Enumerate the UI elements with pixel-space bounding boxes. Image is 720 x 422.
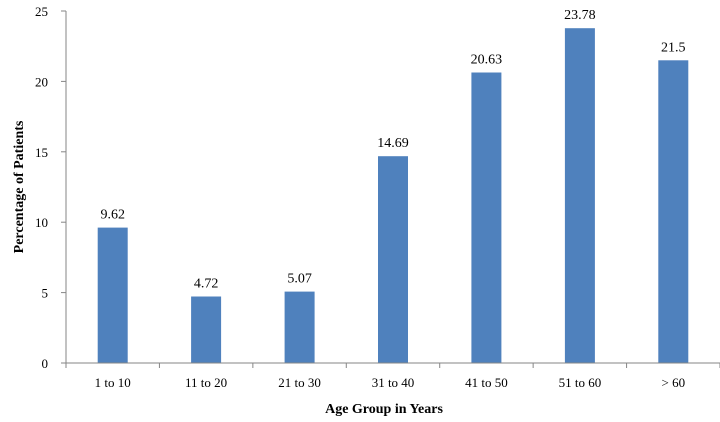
bar-0 [97, 227, 128, 363]
x-tick-label-6: > 60 [662, 375, 686, 390]
bar-1 [191, 296, 222, 363]
bar-2 [284, 291, 315, 363]
bar-5 [564, 28, 595, 363]
x-tick-label-4: 41 to 50 [465, 375, 508, 390]
x-tick-label-0: 1 to 10 [95, 375, 131, 390]
x-tick-label-3: 31 to 40 [372, 375, 415, 390]
ticks-layer: 0 5 10 15 20 25 1 to 10 11 to 20 21 to 30 31 to 4… [35, 4, 720, 390]
bar-4 [471, 72, 502, 363]
data-label-4: 20.63 [471, 53, 503, 68]
x-tick-label-5: 51 to 60 [559, 375, 602, 390]
data-label-3: 14.69 [377, 136, 409, 151]
y-tick-label-4: 20 [35, 74, 48, 89]
y-tick-label-0: 0 [42, 356, 49, 371]
data-labels-layer: 9.62 4.72 5.07 14.69 20.63 23.78 21.5 [100, 8, 685, 291]
data-label-5: 23.78 [564, 8, 596, 23]
axes-layer [65, 11, 720, 364]
y-tick-label-2: 10 [35, 215, 48, 230]
x-tick-label-1: 11 to 20 [185, 375, 227, 390]
y-tick-label-1: 5 [42, 286, 49, 301]
x-axis-title: Age Group in Years [325, 402, 443, 417]
y-tick-label-3: 15 [35, 145, 48, 160]
y-tick-label-5: 25 [35, 4, 48, 19]
data-label-6: 21.5 [661, 40, 686, 55]
data-label-0: 9.62 [100, 208, 125, 223]
bar-6 [658, 60, 689, 364]
x-tick-label-2: 21 to 30 [278, 375, 321, 390]
y-axis-title: Percentage of Patients [12, 120, 27, 253]
data-label-1: 4.72 [194, 277, 219, 292]
bar-3 [378, 156, 408, 363]
data-label-2: 5.07 [287, 272, 312, 287]
bars-layer [97, 28, 689, 364]
